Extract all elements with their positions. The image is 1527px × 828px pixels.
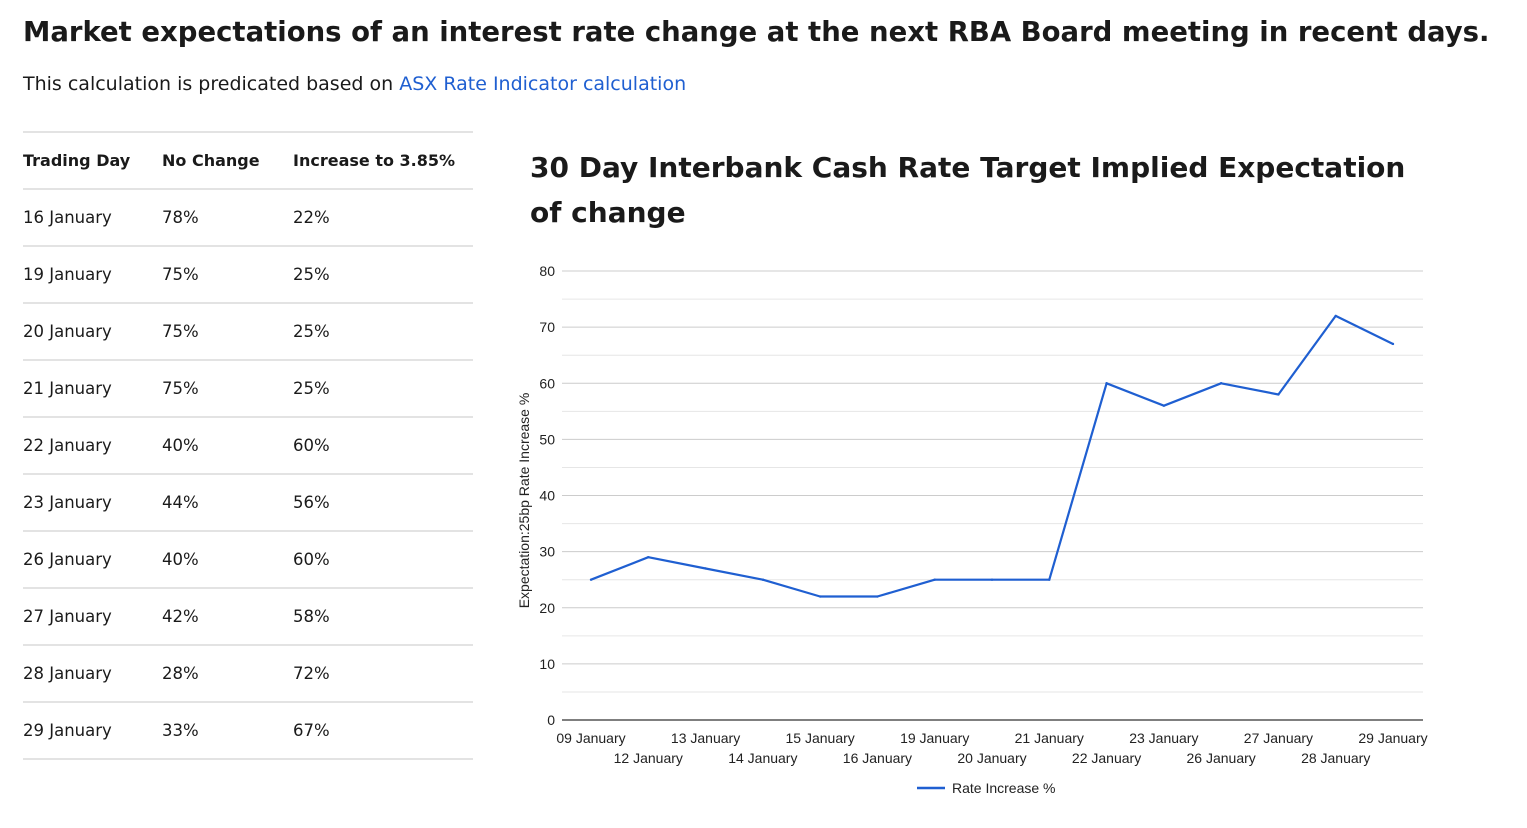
cell-day: 20 January [23,303,162,361]
data-point [647,556,650,559]
cell-day: 21 January [23,360,162,418]
y-tick-label: 20 [539,600,555,616]
cell-day: 26 January [23,531,162,589]
legend-label: Rate Increase % [952,780,1056,796]
table-header-row: Trading Day No Change Increase to 3.85% [23,131,473,190]
data-point [933,578,936,581]
x-tick-label: 09 January [556,730,625,746]
cell-increase: 58% [293,588,473,646]
cell-no-change: 40% [162,531,293,589]
cell-no-change: 75% [162,246,293,304]
x-tick-label: 28 January [1301,750,1370,766]
cell-increase: 25% [293,360,473,418]
table-row: 27 January 42% 58% [23,588,473,646]
data-point [1334,314,1337,318]
x-tick-label: 16 January [843,750,912,766]
cell-day: 16 January [23,189,162,247]
x-tick-label: 26 January [1187,750,1256,766]
x-tick-label: 15 January [786,730,855,746]
header-increase: Increase to 3.85% [293,131,473,190]
table-row: 19 January 75% 25% [23,246,473,304]
table-row: 22 January 40% 60% [23,417,473,475]
data-point [818,595,822,598]
intro-label: This calculation is predicated based on [23,73,400,95]
x-tick-label: 12 January [614,750,683,766]
cell-increase: 22% [293,189,473,247]
cell-no-change: 44% [162,474,293,532]
data-point [761,578,765,581]
asx-rate-indicator-link[interactable]: ASX Rate Indicator calculation [399,73,687,95]
chart-title: 30 Day Interbank Cash Rate Target Implie… [530,151,1406,229]
data-point [876,595,879,598]
cell-increase: 60% [293,417,473,475]
table-row: 16 January 78% 22% [23,189,473,247]
x-tick-label: 27 January [1244,730,1313,746]
cell-no-change: 78% [162,189,293,247]
y-tick-label: 80 [539,263,555,279]
data-point [1162,404,1166,407]
y-tick-label: 70 [539,319,555,335]
cell-increase: 25% [293,303,473,361]
expectations-table: Trading Day No Change Increase to 3.85% … [23,131,473,760]
header-no-change: No Change [162,131,293,190]
table-row: 26 January 40% 60% [23,531,473,589]
x-tick-label: 23 January [1129,730,1198,746]
data-point [1105,382,1108,385]
x-tick-label: 29 January [1358,730,1427,746]
page-title: Market expectations of an interest rate … [23,16,1490,48]
data-point [1391,342,1395,346]
y-tick-label: 40 [539,488,555,504]
x-tick-label: 13 January [671,730,740,746]
cell-no-change: 75% [162,360,293,418]
cell-day: 28 January [23,645,162,703]
y-tick-label: 60 [539,375,555,391]
y-tick-label: 0 [547,712,555,728]
y-tick-label: 50 [539,431,555,447]
cell-no-change: 40% [162,417,293,475]
cell-day: 23 January [23,474,162,532]
cell-no-change: 28% [162,645,293,703]
data-point [1277,393,1280,396]
cell-day: 19 January [23,246,162,304]
y-tick-label: 10 [539,656,555,672]
cell-no-change: 75% [162,303,293,361]
data-point [1048,578,1051,581]
table-row: 20 January 75% 25% [23,303,473,361]
cell-increase: 60% [293,531,473,589]
header-trading-day: Trading Day [23,131,162,190]
y-axis-label: Expectation:25bp Rate Increase % [516,393,532,609]
cell-increase: 72% [293,645,473,703]
x-tick-label: 14 January [728,750,797,766]
y-tick-label: 30 [539,544,555,560]
data-point [1219,382,1223,385]
table-row: 21 January 75% 25% [23,360,473,418]
x-tick-label: 22 January [1072,750,1141,766]
table-row: 23 January 44% 56% [23,474,473,532]
data-point [990,578,994,581]
x-tick-label: 19 January [900,730,969,746]
x-tick-label: 21 January [1015,730,1084,746]
cell-day: 29 January [23,702,162,760]
x-tick-label: 20 January [957,750,1026,766]
series-line-rate-increase [590,314,1394,598]
cell-increase: 25% [293,246,473,304]
cell-increase: 67% [293,702,473,760]
intro-text: This calculation is predicated based on … [23,73,686,95]
cell-day: 27 January [23,588,162,646]
data-point [589,578,593,581]
cell-no-change: 33% [162,702,293,760]
data-point [704,567,707,570]
cell-increase: 56% [293,474,473,532]
table-row: 29 January 33% 67% [23,702,473,760]
cell-day: 22 January [23,417,162,475]
table-row: 28 January 28% 72% [23,645,473,703]
cell-no-change: 42% [162,588,293,646]
